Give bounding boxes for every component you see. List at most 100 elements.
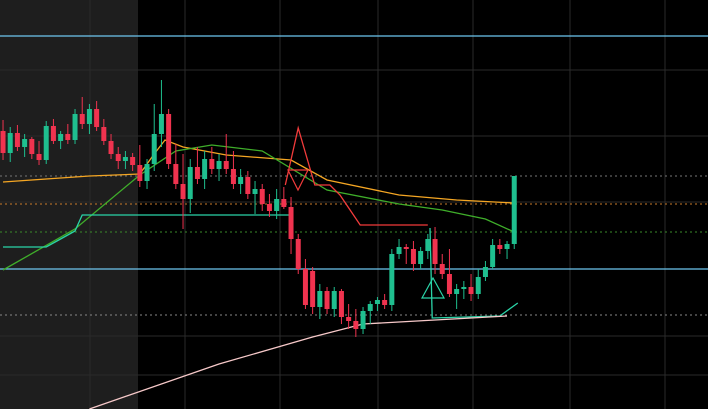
candle: [403, 244, 409, 264]
candle: [252, 181, 258, 214]
candle: [396, 239, 402, 259]
candle-body: [382, 300, 388, 305]
candle: [432, 227, 438, 274]
candle-body: [130, 157, 136, 165]
candle: [130, 153, 136, 171]
candle: [72, 109, 78, 144]
candle: [238, 169, 244, 194]
candle: [94, 101, 100, 131]
candle-body: [158, 114, 164, 134]
candle-body: [108, 141, 114, 154]
candle: [360, 307, 366, 334]
candle: [482, 261, 488, 281]
candle-body: [490, 245, 496, 267]
candle: [281, 187, 287, 209]
candle-body: [504, 244, 510, 249]
candle-body: [115, 154, 121, 161]
candle-body: [274, 199, 280, 211]
candle-body: [245, 177, 251, 194]
candle-body: [101, 127, 107, 141]
candle: [382, 294, 388, 309]
candle: [274, 189, 280, 219]
candle: [346, 304, 352, 329]
candle-body: [238, 177, 244, 184]
candle: [36, 141, 42, 165]
candle-body: [338, 291, 344, 317]
sell-signal: [287, 169, 309, 192]
candle: [367, 301, 373, 324]
candle: [29, 137, 35, 159]
candle-body: [310, 271, 316, 307]
candle: [209, 147, 215, 174]
candle: [144, 159, 150, 189]
candle: [475, 269, 481, 299]
indicator-line: [3, 214, 519, 319]
candle: [497, 239, 503, 254]
candle-body: [50, 126, 56, 141]
candle-body: [482, 267, 488, 277]
candle-body: [432, 239, 438, 264]
candle-body: [230, 169, 236, 184]
candle-body: [7, 133, 13, 153]
candle: [331, 287, 337, 317]
candle: [58, 131, 64, 149]
candle-body: [324, 291, 330, 309]
indicator-line: [89, 315, 508, 409]
candle-body: [331, 291, 337, 309]
candle: [101, 119, 107, 145]
candle-body: [65, 134, 71, 140]
candle-body: [302, 269, 308, 305]
candle: [65, 124, 71, 144]
candle: [166, 109, 172, 169]
candle: [490, 239, 496, 269]
candle-body: [173, 164, 179, 184]
candle: [230, 151, 236, 189]
candle: [223, 134, 229, 174]
candle: [79, 97, 85, 129]
candle-body: [223, 161, 229, 169]
candle-body: [389, 254, 395, 305]
candle: [151, 104, 157, 171]
candle-body: [187, 167, 193, 199]
candle: [295, 234, 301, 274]
candle: [310, 267, 316, 314]
candle: [511, 176, 517, 249]
candle: [50, 119, 56, 144]
candle: [446, 249, 452, 297]
candle-body: [29, 139, 35, 154]
candle-body: [137, 165, 143, 181]
candle: [389, 249, 395, 311]
candle-body: [194, 167, 200, 179]
candle: [137, 145, 143, 187]
candle-body: [461, 287, 467, 289]
candle: [245, 171, 251, 199]
candle-body: [511, 176, 517, 244]
candle: [216, 154, 222, 181]
candle: [461, 281, 467, 299]
candle-body: [410, 249, 416, 264]
candle: [194, 147, 200, 184]
candle: [43, 121, 49, 164]
candle: [0, 120, 6, 160]
candle-body: [180, 184, 186, 199]
candle-body: [86, 109, 92, 124]
candle: [454, 284, 460, 309]
candle-body: [216, 161, 222, 169]
candle: [374, 297, 380, 311]
indicator-line: [284, 125, 428, 226]
candle: [202, 151, 208, 189]
candle-body: [14, 133, 20, 147]
candle-body: [446, 274, 452, 294]
candle-body: [396, 247, 402, 254]
candle-body: [360, 311, 366, 329]
candle: [259, 184, 265, 211]
candle: [439, 254, 445, 279]
candle-body: [0, 131, 6, 153]
candle-body: [144, 164, 150, 181]
candle-body: [151, 134, 157, 164]
candle: [324, 287, 330, 314]
candle-body: [209, 159, 215, 169]
candle: [302, 259, 308, 309]
candle: [187, 159, 193, 213]
